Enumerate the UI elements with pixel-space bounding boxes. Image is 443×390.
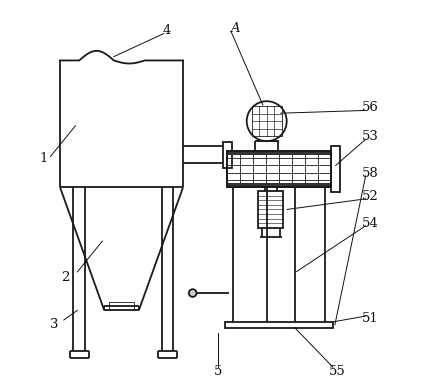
Text: 58: 58 [362,167,379,179]
Bar [227,151,331,187]
Bar [227,151,331,155]
Bar [252,106,282,136]
Text: 3: 3 [50,318,58,331]
Bar [331,146,339,192]
Bar [227,151,331,187]
Bar [227,183,331,187]
Text: 51: 51 [362,312,379,325]
Bar [258,191,284,228]
Text: 55: 55 [328,365,345,378]
Text: 5: 5 [214,365,222,378]
Bar [225,322,333,328]
Circle shape [189,289,197,297]
Text: A: A [230,22,240,35]
Text: 2: 2 [62,271,70,284]
Text: 52: 52 [362,190,379,203]
Text: 4: 4 [163,24,171,37]
Text: 54: 54 [362,216,379,230]
Text: 1: 1 [40,152,48,165]
Bar [223,142,232,168]
Text: 53: 53 [362,130,379,143]
Text: 56: 56 [362,101,379,114]
